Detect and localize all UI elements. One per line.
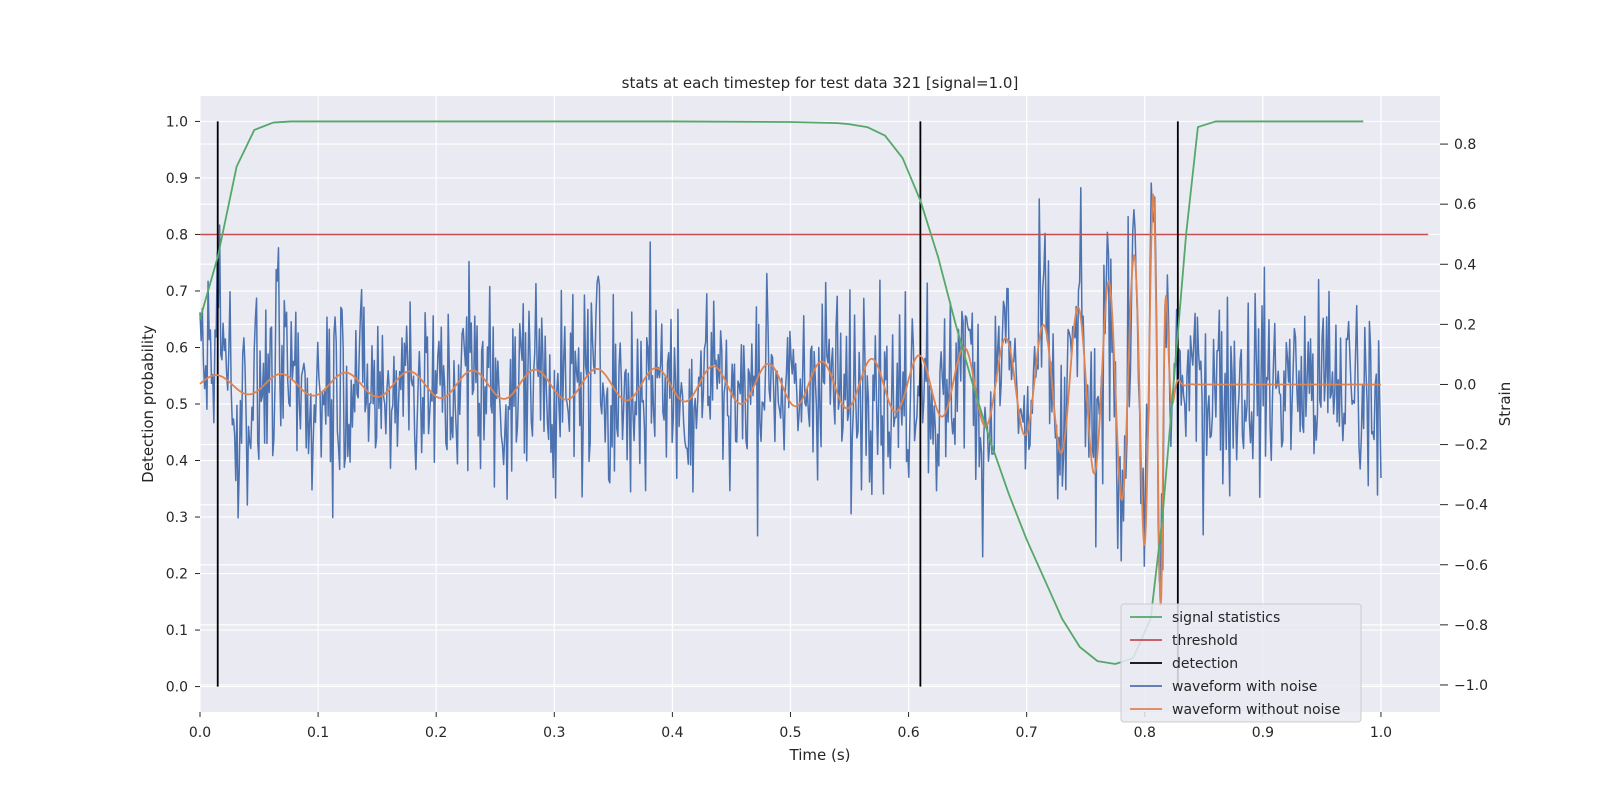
x-axis-ticks: 0.0 0.1 0.2 0.3 0.4 0.5 0.6 0.7 0.8 0.9 1.0 — [189, 712, 1392, 741]
y2-tick-label: −0.6 — [1454, 558, 1488, 574]
series-waveform-without-noise — [199, 193, 1382, 607]
x-tick-label: 0.0 — [189, 725, 211, 741]
left-y-axis-ticks: 0.0 0.1 0.2 0.3 0.4 0.5 0.6 0.7 0.8 0.9 1.0 — [166, 114, 200, 696]
legend-label-signal-statistics: signal statistics — [1172, 610, 1280, 626]
x-axis-label: Time (s) — [789, 746, 851, 764]
x-tick-label: 0.9 — [1252, 725, 1274, 741]
y2-tick-label: −0.4 — [1454, 498, 1488, 514]
y2-tick-label: −0.8 — [1454, 618, 1488, 634]
y2-tick-label: 0.0 — [1454, 377, 1476, 393]
y-tick-label: 0.4 — [166, 454, 188, 470]
y2-axis-label: Strain — [1496, 382, 1514, 426]
y2-tick-label: −1.0 — [1454, 678, 1488, 694]
legend-box — [1120, 603, 1362, 723]
y2-tick-label: 0.8 — [1454, 137, 1476, 153]
y-tick-label: 0.8 — [166, 227, 188, 243]
x-tick-label: 0.4 — [661, 725, 683, 741]
x-tick-label: 0.1 — [307, 725, 329, 741]
x-tick-label: 0.5 — [779, 725, 801, 741]
y-tick-label: 0.1 — [166, 623, 188, 639]
x-tick-label: 0.3 — [543, 725, 565, 741]
y-tick-label: 0.3 — [166, 510, 188, 526]
y2-tick-label: 0.4 — [1454, 257, 1476, 273]
series-layer — [199, 120, 1429, 687]
right-y-axis-ticks: −1.0 −0.8 −0.6 −0.4 −0.2 0.0 0.2 0.4 0.6 0.8 — [1440, 137, 1488, 694]
y-axis-label: Detection probability — [139, 325, 157, 483]
legend-label-detection: detection — [1172, 656, 1238, 672]
y-tick-label: 0.9 — [166, 171, 188, 187]
y2-tick-label: 0.6 — [1454, 197, 1476, 213]
legend-label-waveform-with-noise: waveform with noise — [1172, 679, 1317, 695]
x-tick-label: 1.0 — [1370, 725, 1392, 741]
y-tick-label: 0.5 — [166, 397, 188, 413]
y-tick-label: 0.0 — [166, 680, 188, 696]
y-tick-label: 0.7 — [166, 284, 188, 300]
x-tick-label: 0.2 — [425, 725, 447, 741]
legend: signal statistics threshold detection wa… — [1120, 603, 1362, 723]
chart-title: stats at each timestep for test data 321… — [622, 74, 1019, 92]
y-tick-label: 0.6 — [166, 340, 188, 356]
y-tick-label: 0.2 — [166, 567, 188, 583]
y2-tick-label: −0.2 — [1454, 438, 1488, 454]
series-signal-statistics — [199, 120, 1364, 665]
series-waveform-with-noise — [199, 182, 1382, 590]
y-tick-label: 1.0 — [166, 114, 188, 130]
x-tick-label: 0.7 — [1016, 725, 1038, 741]
legend-label-threshold: threshold — [1172, 633, 1238, 649]
x-tick-label: 0.6 — [897, 725, 919, 741]
x-tick-label: 0.8 — [1134, 725, 1156, 741]
legend-label-waveform-without-noise: waveform without noise — [1172, 702, 1340, 718]
y2-tick-label: 0.2 — [1454, 317, 1476, 333]
